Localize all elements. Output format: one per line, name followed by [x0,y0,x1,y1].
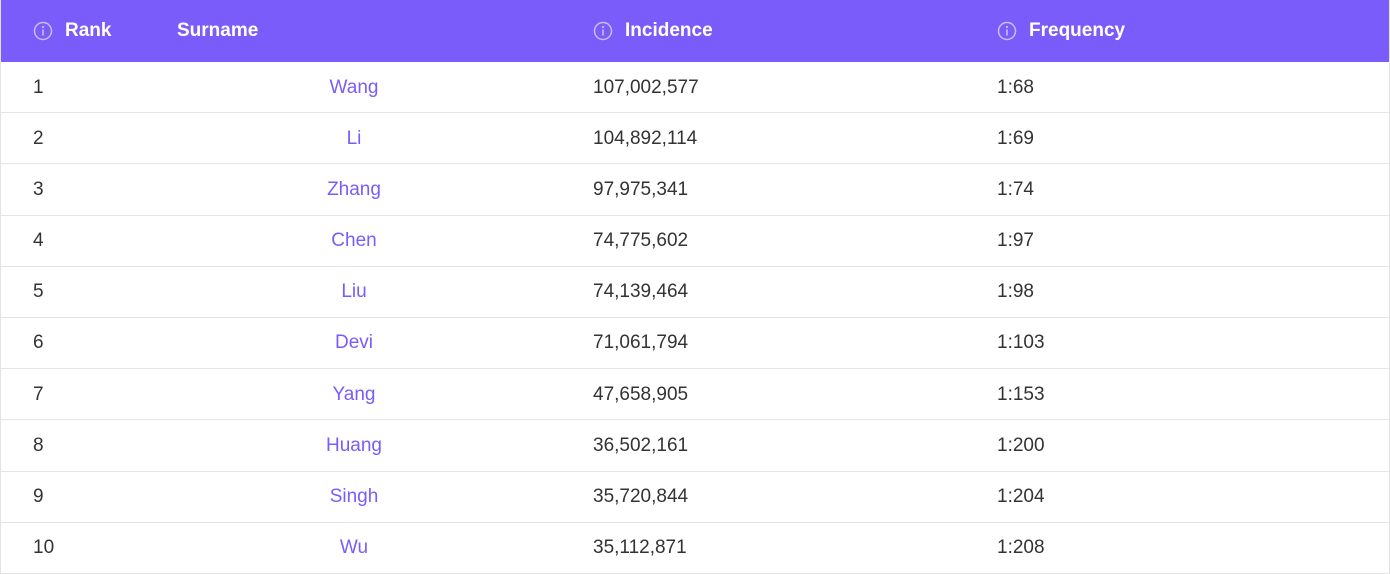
rank-cell: 2 [33,127,44,149]
surname-cell: Wu [254,523,454,574]
surname-link[interactable]: Devi [334,332,373,354]
frequency-cell: 1:208 [997,537,1045,559]
surname-link[interactable]: Singh [329,486,379,507]
rank-header-label: Rank [65,20,112,41]
frequency-cell: 1:97 [997,230,1034,252]
surname-cell: Devi [254,318,454,369]
table-row: 2 Li 104,892,114 1:69 [1,113,1389,165]
incidence-cell: 74,139,464 [593,281,689,303]
table-row: 8 Huang 36,502,161 1:200 [1,420,1389,472]
table-row: 1 Wang 107,002,577 1:68 [1,62,1389,114]
surname-link[interactable]: Chen [331,230,377,252]
surname-link[interactable]: Li [346,127,362,149]
frequency-cell: 1:69 [997,127,1034,149]
frequency-cell: 1:204 [997,486,1045,507]
surname-header: Surname [177,0,258,62]
surname-link[interactable]: Zhang [327,178,381,200]
incidence-cell: 107,002,577 [593,76,699,98]
surname-link[interactable]: Liu [341,281,367,303]
incidence-cell: 47,658,905 [593,383,689,405]
incidence-header[interactable]: Incidence [593,0,713,62]
table-row: 9 Singh 35,720,844 1:204 [1,472,1389,523]
surname-link[interactable]: Yang [332,383,376,405]
frequency-cell: 1:153 [997,383,1045,405]
surname-cell: Chen [254,216,454,267]
frequency-cell: 1:98 [997,281,1034,303]
surname-link[interactable]: Wang [329,76,379,98]
frequency-cell: 1:68 [997,76,1034,98]
rank-cell: 4 [33,230,44,252]
info-icon[interactable] [593,21,613,41]
table-row: 3 Zhang 97,975,341 1:74 [1,164,1389,216]
incidence-cell: 71,061,794 [593,332,689,354]
incidence-cell: 104,892,114 [593,127,698,149]
table-row: 10 Wu 35,112,871 1:208 [1,523,1389,574]
table-row: 7 Yang 47,658,905 1:153 [1,369,1389,421]
surname-link[interactable]: Wu [339,537,369,559]
frequency-cell: 1:200 [997,434,1045,456]
table-row: 6 Devi 71,061,794 1:103 [1,318,1389,370]
table-header: Rank Surname Incidence Frequency [1,0,1389,62]
incidence-header-label: Incidence [625,20,713,41]
table-row: 4 Chen 74,775,602 1:97 [1,216,1389,267]
surname-cell: Huang [254,420,454,471]
incidence-cell: 35,720,844 [593,486,689,507]
surname-cell: Li [254,113,454,164]
rank-cell: 9 [33,486,44,507]
rank-cell: 8 [33,434,44,456]
surname-header-label: Surname [177,20,259,41]
frequency-cell: 1:103 [997,332,1045,354]
rank-cell: 7 [33,383,44,405]
surname-cell: Zhang [254,164,454,215]
frequency-header-label: Frequency [1029,20,1126,41]
rank-cell: 3 [33,178,44,200]
table-row: 5 Liu 74,139,464 1:98 [1,267,1389,318]
surname-cell: Singh [254,472,454,523]
frequency-cell: 1:74 [997,178,1034,200]
surname-cell: Liu [254,267,454,318]
rank-header[interactable]: Rank [33,0,111,62]
incidence-cell: 36,502,161 [593,434,689,456]
rank-cell: 5 [33,281,44,303]
surname-cell: Yang [254,369,454,420]
surname-cell: Wang [254,62,454,113]
table-body: 1 Wang 107,002,577 1:68 2 Li 104,892,114… [1,62,1389,574]
incidence-cell: 97,975,341 [593,178,689,200]
rank-cell: 6 [33,332,44,354]
rank-cell: 1 [33,76,44,98]
incidence-cell: 35,112,871 [593,537,687,559]
surname-link[interactable]: Huang [326,434,382,456]
rank-cell: 10 [33,537,55,559]
frequency-header[interactable]: Frequency [997,0,1125,62]
info-icon[interactable] [33,21,53,41]
incidence-cell: 74,775,602 [593,230,689,252]
info-icon[interactable] [997,21,1017,41]
